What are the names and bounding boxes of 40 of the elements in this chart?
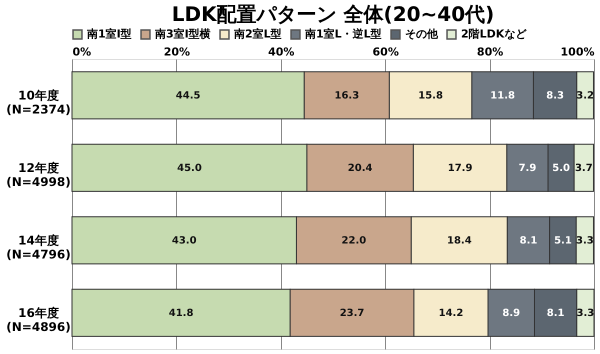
data-label: 17.9 [448,162,472,174]
data-label: 8.1 [520,235,538,246]
data-label: 14.2 [438,308,464,319]
data-label: 41.8 [168,308,194,319]
x-tick-label: 40% [268,46,294,58]
y-tick-label: 12年度 (N=4998) [6,160,71,189]
legend-label: 南1室I型 [86,28,132,41]
x-tick-label: 0% [72,46,92,58]
data-label: 5.1 [554,235,572,246]
x-tick-label: 80% [476,46,504,58]
data-label: 3.3 [576,235,594,246]
data-label: 20.4 [348,162,373,174]
data-label: 11.8 [490,90,516,102]
y-tick-label: 10年度 (N=2374) [6,88,71,116]
data-label: 44.5 [176,90,201,102]
chart-title: LDK配置パターン 全体(20~40代) [172,2,494,26]
legend-label: 南3室I型横 [154,28,211,41]
data-label: 3.3 [576,308,594,319]
data-label: 16.3 [334,90,360,102]
x-tick-label: 60% [372,46,399,58]
data-label: 22.0 [342,235,366,246]
data-label: 18.4 [446,235,472,246]
legend-label: その他 [405,28,439,41]
data-label: 3.7 [574,162,593,174]
data-label: 43.0 [172,235,197,246]
data-label: 7.9 [518,162,536,174]
data-label: 5.0 [552,162,570,174]
x-tick-label: 100% [560,46,594,58]
legend-label: 南1室L・逆L型 [304,28,382,41]
y-tick-label: 14年度 (N=4796) [6,233,71,262]
data-label: 8.3 [546,90,564,102]
data-label: 8.9 [502,308,520,319]
data-label: 45.0 [177,162,202,174]
data-label: 23.7 [340,308,364,319]
x-tick-label: 20% [164,46,190,58]
legend-label: 南2室L型 [233,28,282,41]
y-tick-label: 16年度 (N=4896) [6,306,71,334]
data-label: 8.1 [546,308,565,319]
legend-label: 2階LDKなど [461,28,528,41]
data-label: 15.8 [418,90,443,102]
